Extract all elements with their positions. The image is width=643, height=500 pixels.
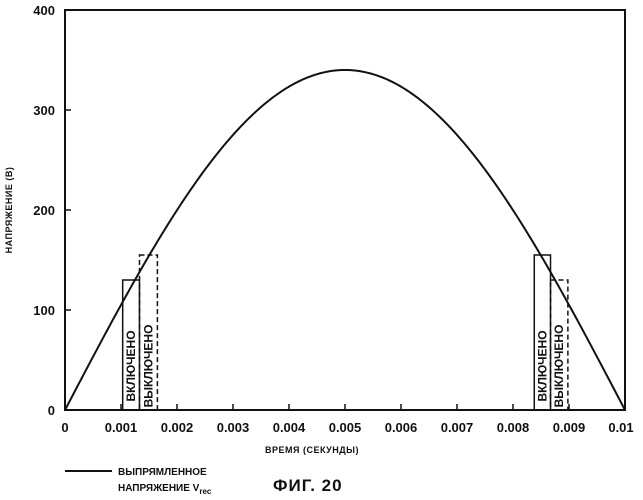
x-tick-label: 0.01 bbox=[608, 420, 633, 435]
legend-label-prefix: НАПРЯЖЕНИЕ V bbox=[118, 483, 200, 494]
pulse-on-label-2: ВКЛЮЧЕНО bbox=[535, 330, 549, 401]
pulse-on-label-0: ВКЛЮЧЕНО bbox=[124, 330, 138, 401]
pulse-boxes: ВКЛЮЧЕНОВЫКЛЮЧЕНОВКЛЮЧЕНОВЫКЛЮЧЕНО bbox=[123, 255, 568, 410]
x-tick-label: 0.001 bbox=[105, 420, 138, 435]
x-tick-label: 0.006 bbox=[385, 420, 418, 435]
y-tick-label: 300 bbox=[33, 103, 55, 118]
legend-label-line1: ВЫПРЯМЛЕННОЕ bbox=[118, 467, 207, 478]
pulse-off-label-1: ВЫКЛЮЧЕНО bbox=[141, 325, 155, 408]
x-axis-title: ВРЕМЯ (СЕКУНДЫ) bbox=[265, 445, 359, 455]
chart-figure: 0 0.001 0.002 0.003 0.004 0.005 0.006 0.007 0.00… bbox=[0, 0, 643, 500]
x-tick-label: 0.007 bbox=[441, 420, 474, 435]
x-tick-label: 0.009 bbox=[553, 420, 586, 435]
pulse-off-label-3: ВЫКЛЮЧЕНО bbox=[552, 325, 566, 408]
y-tick-label: 100 bbox=[33, 303, 55, 318]
x-tick-label: 0.005 bbox=[329, 420, 362, 435]
x-tick-labels: 0 0.001 0.002 0.003 0.004 0.005 0.006 0.007 0.00… bbox=[61, 420, 633, 435]
x-tick-label: 0.003 bbox=[217, 420, 250, 435]
y-tick-label: 200 bbox=[33, 203, 55, 218]
x-tick-label: 0.008 bbox=[497, 420, 530, 435]
x-tick-label: 0.002 bbox=[161, 420, 194, 435]
y-tick-label: 0 bbox=[48, 403, 55, 418]
legend-label-subscript: rec bbox=[199, 487, 212, 496]
x-tick-label: 0 bbox=[61, 420, 68, 435]
x-tick-label: 0.004 bbox=[273, 420, 306, 435]
y-tick-labels: 0 100 200 300 400 bbox=[33, 3, 55, 418]
y-tick-label: 400 bbox=[33, 3, 55, 18]
y-axis-title: НАПРЯЖЕНИЕ (В) bbox=[4, 167, 14, 254]
figure-caption: ФИГ. 20 bbox=[273, 476, 343, 495]
legend-label-line2: НАПРЯЖЕНИЕ Vrec bbox=[118, 483, 212, 496]
